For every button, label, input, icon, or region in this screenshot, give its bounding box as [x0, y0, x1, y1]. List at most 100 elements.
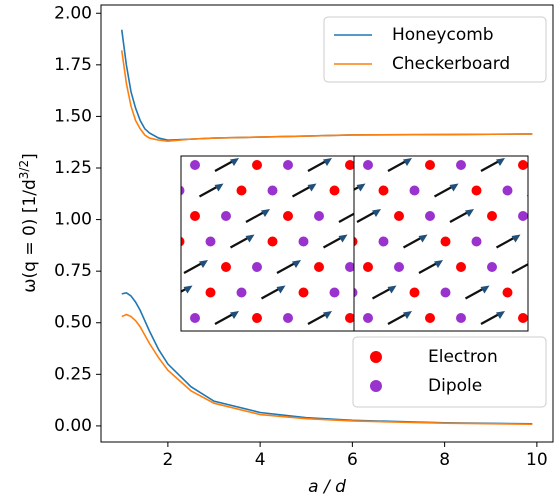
legend-label: Dipole — [428, 376, 482, 396]
electron-dot — [518, 313, 528, 323]
dipole-dot — [190, 313, 200, 323]
electron-dot — [407, 262, 417, 272]
y-tick-label: 0.50 — [54, 313, 92, 333]
dipole-dot — [456, 313, 466, 323]
dipole-dot — [314, 211, 324, 221]
dipole-dot — [363, 313, 373, 323]
electron-dot — [410, 288, 420, 298]
arrow-head — [416, 158, 425, 166]
arrow-head — [401, 184, 410, 192]
y-tick-label: 1.50 — [54, 106, 92, 126]
electron-dot — [190, 211, 200, 221]
x-tick-label: 10 — [526, 450, 548, 470]
electron-dot — [534, 237, 544, 247]
dipole-dot — [456, 160, 466, 170]
legend-label: Checkerboard — [392, 54, 510, 74]
electron-dot — [330, 339, 340, 349]
electron-dot — [456, 262, 466, 272]
dipole-dot — [268, 339, 278, 349]
electron-dot — [283, 211, 293, 221]
dipole-arrow — [293, 339, 313, 350]
dipole-dot — [283, 313, 293, 323]
y-tick-label: 2.00 — [54, 3, 92, 23]
arrow-head — [543, 184, 552, 192]
dipole-dot — [363, 160, 373, 170]
dipole-dot — [423, 288, 433, 298]
electron-dot — [175, 237, 185, 247]
electron-dot — [206, 288, 216, 298]
dipole-dot — [175, 186, 185, 196]
electron-dot — [487, 211, 497, 221]
x-tick-label: 6 — [347, 450, 358, 470]
electron-dot — [252, 160, 262, 170]
x-tick-label: 4 — [255, 450, 266, 470]
lattice-panel — [326, 158, 559, 350]
electron-dot — [361, 237, 371, 247]
x-tick-label: 8 — [439, 450, 450, 470]
dipole-dot — [407, 211, 417, 221]
y-tick-label: 1.00 — [54, 210, 92, 230]
dipole-dot — [159, 262, 169, 272]
arrow-head — [215, 337, 224, 345]
electron-dot — [159, 160, 169, 170]
electron-dot — [425, 160, 435, 170]
y-tick-label: 0.75 — [54, 261, 92, 281]
y-axis-label: ω(q = 0) [1/d3/2] — [17, 153, 41, 292]
dipole-dot — [394, 262, 404, 272]
dipole-dot — [330, 288, 340, 298]
arrow-head — [370, 286, 379, 294]
arrow-head — [168, 209, 177, 217]
dipole-arrow — [370, 262, 390, 273]
x-axis-label: a / d — [308, 477, 346, 497]
dipole-dot — [376, 160, 386, 170]
legend-label: Honeycomb — [392, 25, 494, 45]
electron-dot — [268, 237, 278, 247]
legend-label: Electron — [428, 347, 498, 367]
electron-dot — [441, 237, 451, 247]
electron-dot — [252, 313, 262, 323]
dipole-dot — [503, 186, 513, 196]
dipole-arrow — [512, 262, 532, 273]
y-tick-label: 1.75 — [54, 55, 92, 75]
legend-marker — [370, 380, 382, 392]
electron-dot — [503, 288, 513, 298]
electron-dot — [379, 186, 389, 196]
electron-dot — [425, 313, 435, 323]
lattice-panel — [153, 158, 441, 350]
y-tick-label: 0.25 — [54, 364, 92, 384]
dipole-arrow — [153, 211, 173, 222]
electron-dot — [332, 313, 342, 323]
electron-dot — [332, 160, 342, 170]
dipole-arrow — [355, 288, 375, 299]
dipole-dot — [283, 160, 293, 170]
arrow-head — [416, 311, 425, 319]
y-tick-label: 0.00 — [54, 416, 92, 436]
electron-dot — [423, 186, 433, 196]
dipole-arrow — [543, 211, 559, 222]
electron-dot — [549, 262, 559, 272]
arrow-head — [354, 209, 363, 217]
dipole-arrow — [339, 211, 359, 222]
dipole-dot — [299, 237, 309, 247]
electron-dot — [299, 288, 309, 298]
dipole-dot — [268, 186, 278, 196]
dipole-dot — [237, 288, 247, 298]
dipole-dot — [410, 186, 420, 196]
electron-dot — [237, 339, 247, 349]
arrow-head — [385, 260, 394, 268]
electron-dot — [314, 262, 324, 272]
lattice-inset — [153, 156, 559, 350]
electron-dot — [394, 211, 404, 221]
dipole-dot — [221, 211, 231, 221]
electron-dot — [472, 186, 482, 196]
arrow-head — [432, 235, 441, 243]
dipole-dot — [190, 160, 200, 170]
y-tick-label: 1.25 — [54, 158, 92, 178]
dipole-dot — [348, 288, 358, 298]
electron-dot — [237, 186, 247, 196]
dipole-arrow — [200, 339, 220, 350]
electron-dot — [330, 186, 340, 196]
arrow-head — [308, 337, 317, 345]
electron-dot — [348, 237, 358, 247]
